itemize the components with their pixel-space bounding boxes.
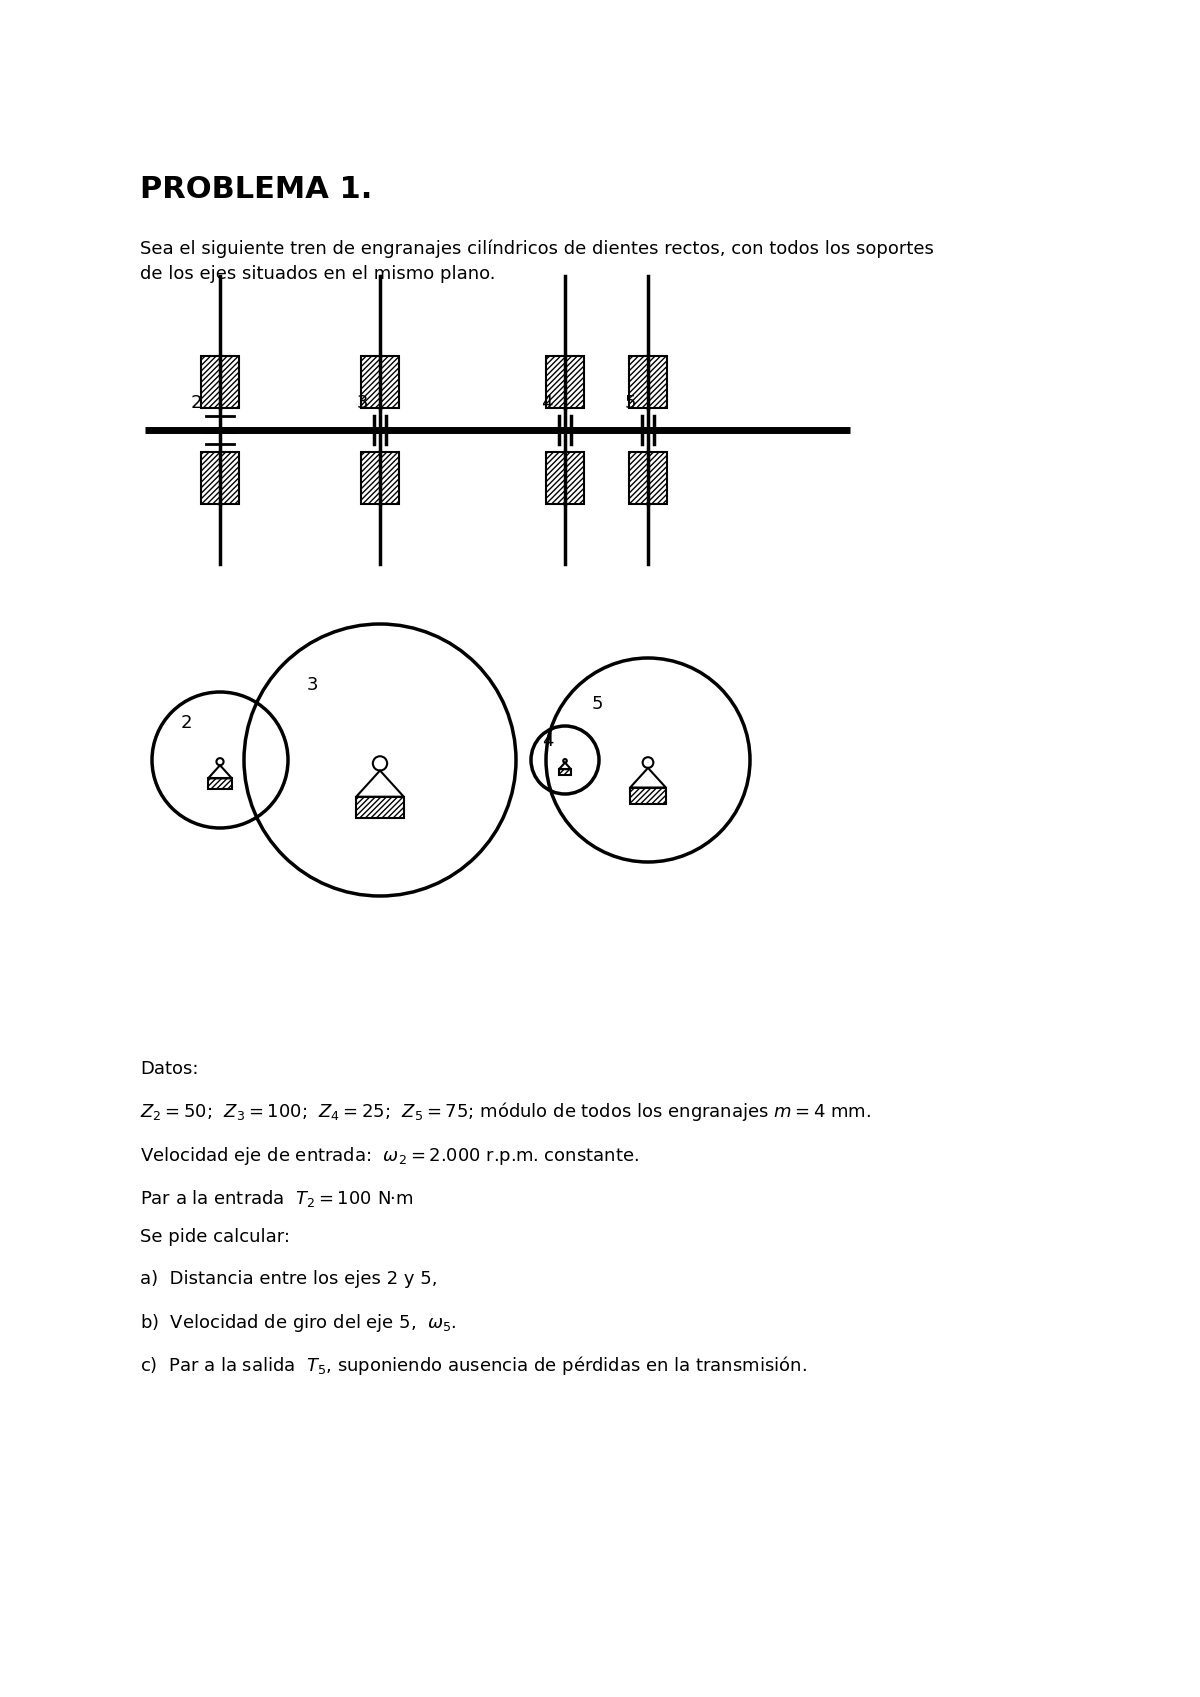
Text: 3: 3 [356, 394, 368, 412]
Bar [546, 356, 584, 407]
Text: Par a la entrada  $T_2 =100$ N·m: Par a la entrada $T_2 =100$ N·m [140, 1188, 414, 1208]
Text: c)  Par a la salida  $T_5$, suponiendo ausencia de pérdidas en la transmisión.: c) Par a la salida $T_5$, suponiendo aus… [140, 1354, 806, 1376]
Text: Sea el siguiente tren de engranajes cilíndricos de dientes rectos, con todos los: Sea el siguiente tren de engranajes cilí… [140, 239, 934, 258]
Bar [361, 451, 398, 504]
Text: b)  Velocidad de giro del eje 5,  $\omega_5$.: b) Velocidad de giro del eje 5, $\omega_… [140, 1312, 457, 1334]
Text: 2: 2 [191, 394, 202, 412]
Bar [202, 356, 239, 407]
Text: a)  Distancia entre los ejes 2 y 5,: a) Distancia entre los ejes 2 y 5, [140, 1269, 438, 1288]
Bar [208, 779, 232, 789]
Text: de los ejes situados en el mismo plano.: de los ejes situados en el mismo plano. [140, 265, 496, 283]
Bar [361, 356, 398, 407]
Text: Se pide calcular:: Se pide calcular: [140, 1229, 290, 1246]
Text: PROBLEMA 1.: PROBLEMA 1. [140, 175, 372, 204]
Bar [629, 451, 667, 504]
Text: 5: 5 [592, 694, 602, 713]
Text: 5: 5 [624, 394, 636, 412]
Text: Datos:: Datos: [140, 1061, 198, 1078]
Bar [630, 787, 666, 804]
Text: $Z_2 = 50$;  $Z_3 = 100$;  $Z_4 = 25$;  $Z_5 = 75$; módulo de todos los engranaj: $Z_2 = 50$; $Z_3 = 100$; $Z_4 = 25$; $Z_… [140, 1100, 871, 1123]
Text: 4: 4 [542, 733, 553, 750]
Bar [356, 796, 403, 818]
Text: 3: 3 [306, 675, 318, 694]
Bar [202, 451, 239, 504]
Text: 2: 2 [180, 714, 192, 731]
Bar [546, 451, 584, 504]
Bar [629, 356, 667, 407]
Text: Velocidad eje de entrada:  $\omega_2 = 2.000$ r.p.m. constante.: Velocidad eje de entrada: $\omega_2 = 2.… [140, 1145, 640, 1168]
Bar [559, 769, 571, 774]
Text: 4: 4 [541, 394, 553, 412]
